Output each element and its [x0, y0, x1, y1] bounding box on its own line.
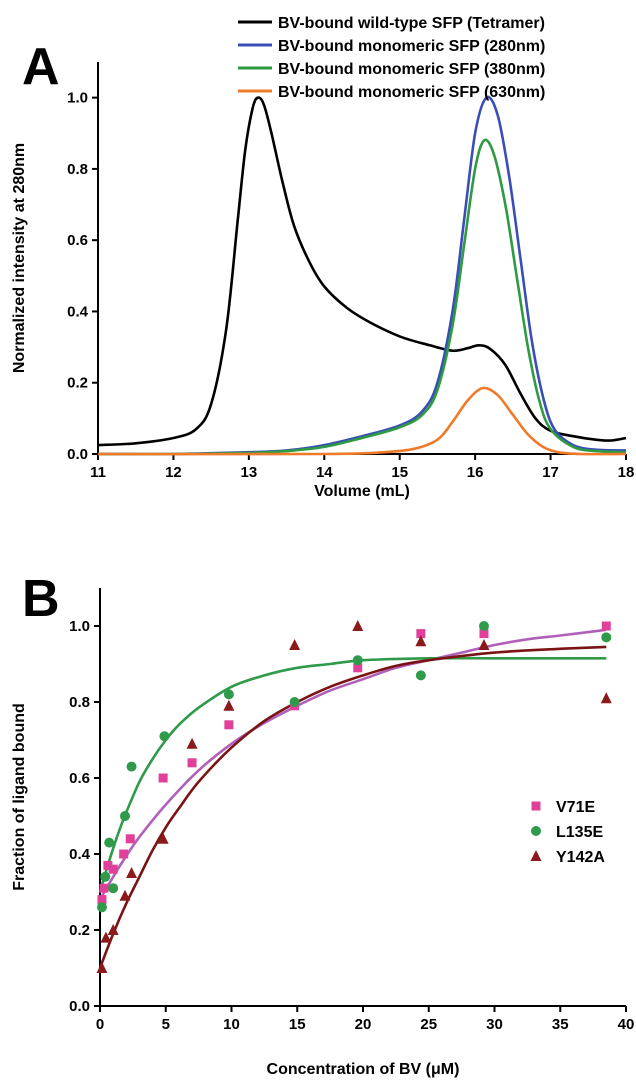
x-tick-label: 20 [355, 1016, 372, 1033]
data-point [125, 834, 135, 844]
legend-label: V71E [556, 799, 595, 816]
x-tick-label: 17 [542, 464, 559, 481]
series-line [97, 138, 627, 456]
legend-marker [531, 826, 541, 836]
data-point [100, 931, 112, 943]
data-point [352, 620, 364, 631]
x-tick-label: 10 [223, 1016, 240, 1033]
data-point [96, 902, 107, 913]
x-tick-label: 14 [316, 464, 333, 481]
data-point [119, 889, 131, 901]
x-axis-label: Concentration of BV (μM) [267, 1061, 460, 1078]
data-point [352, 655, 363, 666]
x-tick-label: 0 [96, 1016, 104, 1033]
data-point [108, 864, 118, 874]
y-tick-label: 0.2 [67, 375, 88, 392]
x-tick-label: 35 [552, 1016, 569, 1033]
data-point [416, 629, 426, 639]
data-point [415, 635, 427, 647]
legend-label: BV-bound wild-type SFP (Tetramer) [278, 15, 545, 32]
data-point [97, 895, 107, 905]
legend-label: BV-bound monomeric SFP (630nm) [278, 84, 545, 101]
x-tick-label: 12 [165, 464, 182, 481]
y-axis-label: Fraction of ligand bound [11, 703, 28, 891]
y-tick-label: 0.4 [69, 846, 91, 863]
y-tick-label: 0.4 [67, 303, 89, 320]
y-tick-label: 1.0 [67, 90, 88, 107]
y-tick-label: 1.0 [69, 618, 90, 635]
y-tick-label: 0.0 [69, 998, 90, 1015]
x-tick-label: 18 [618, 464, 635, 481]
data-point [126, 761, 137, 772]
data-point [600, 692, 612, 704]
chart-b: 0 5 10 15 20 25 30 35 40 0.0 0.2 0.4 0.6 0.8 1.0 Concen… [11, 588, 634, 1078]
x-tick-label: 5 [162, 1016, 170, 1033]
data-point [119, 811, 130, 821]
legend-marker [530, 850, 542, 861]
x-tick-label: 13 [241, 464, 258, 481]
panel-label-b: B [22, 570, 60, 628]
fit-curve [98, 645, 607, 969]
legend-label: BV-bound monomeric SFP (380nm) [278, 61, 545, 78]
data-point [158, 773, 168, 783]
fit-curve [98, 628, 607, 901]
y-axis-label: Normalized intensity at 280nm [11, 143, 28, 373]
x-axis-label: Volume (mL) [314, 483, 410, 500]
data-point [289, 639, 301, 650]
x-tick-label: 15 [289, 1016, 306, 1033]
y-tick-label: 0.8 [67, 161, 88, 178]
data-point [108, 883, 119, 894]
series-line [97, 386, 627, 456]
data-point [478, 639, 490, 650]
y-tick-label: 0.0 [67, 446, 88, 463]
y-tick-label: 0.2 [69, 922, 90, 939]
legend-marker [531, 801, 541, 811]
data-point [100, 871, 111, 882]
data-point [159, 731, 170, 742]
data-point [415, 670, 426, 681]
chart-a: 11 12 13 14 15 16 17 18 0.0 0.2 0.4 0.6 0.8 1.0 Volume… [11, 15, 634, 500]
data-point [96, 962, 108, 973]
x-tick-label: 40 [618, 1016, 635, 1033]
data-point [107, 924, 119, 935]
legend-label: BV-bound monomeric SFP (280nm) [278, 38, 545, 55]
data-point [353, 663, 363, 673]
data-point [104, 837, 115, 848]
y-tick-label: 0.6 [69, 770, 90, 787]
y-tick-label: 0.6 [67, 232, 88, 249]
data-point [479, 629, 489, 639]
x-tick-label: 30 [486, 1016, 503, 1033]
data-point [289, 697, 300, 707]
data-point [103, 860, 113, 870]
fit-curve [98, 656, 607, 893]
data-point [157, 832, 169, 844]
legend-label: L135E [556, 824, 603, 841]
x-tick-label: 25 [420, 1016, 437, 1033]
data-point [126, 867, 138, 878]
series-line [97, 95, 627, 456]
data-point [478, 621, 489, 631]
data-point [186, 737, 198, 749]
x-tick-label: 16 [467, 464, 484, 481]
x-tick-label: 15 [391, 464, 408, 481]
y-tick-label: 0.8 [69, 694, 90, 711]
data-point [99, 883, 109, 893]
series-line [97, 96, 627, 447]
x-tick-label: 11 [90, 464, 106, 481]
data-point [223, 689, 234, 700]
data-point [601, 632, 612, 643]
legend-label: Y142A [556, 849, 605, 866]
panel-label-a: A [22, 38, 60, 96]
data-point [601, 621, 611, 631]
data-point [223, 699, 235, 711]
data-point [119, 849, 129, 859]
data-point [224, 720, 234, 730]
data-point [187, 758, 197, 768]
